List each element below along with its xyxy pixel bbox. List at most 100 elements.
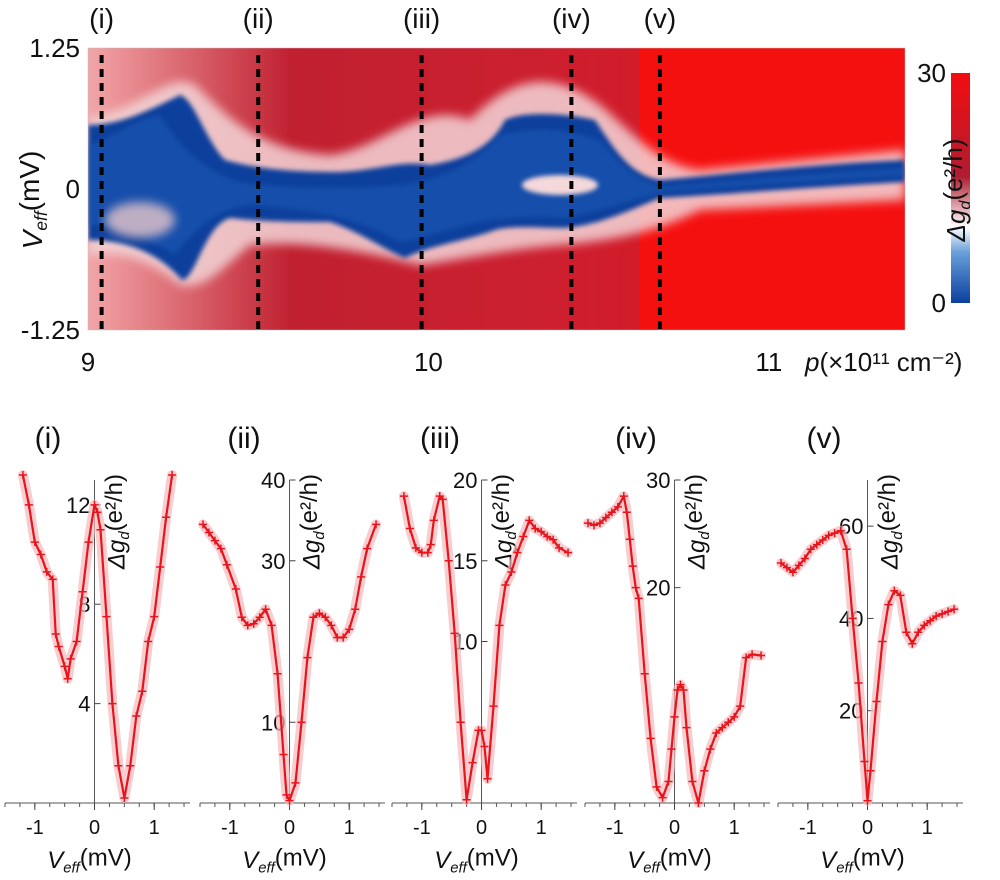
data-point — [824, 531, 833, 540]
cut-label-2: (ii) — [243, 3, 274, 34]
heatmap-y-tick: 0 — [66, 174, 80, 204]
data-point — [282, 790, 291, 799]
data-point — [724, 718, 733, 727]
data-point — [456, 718, 465, 727]
data-point — [706, 745, 715, 754]
data-point — [555, 543, 564, 552]
y-tick-label: 15 — [453, 549, 477, 574]
x-tick-label: 0 — [89, 817, 100, 839]
x-tick-label: 1 — [729, 817, 740, 839]
series-line — [202, 523, 378, 802]
data-point — [631, 583, 640, 592]
x-tick-label: -1 — [413, 817, 431, 839]
data-point — [411, 543, 420, 552]
data-point — [168, 471, 177, 479]
data-point — [144, 637, 153, 646]
data-point — [782, 563, 791, 572]
heatmap-y-label: Veff(mV) — [14, 151, 51, 250]
data-point — [132, 712, 141, 721]
x-axis-label: Veff(mV) — [820, 844, 905, 876]
data-point — [30, 538, 39, 547]
data-point — [748, 650, 757, 659]
data-point — [24, 500, 33, 509]
data-point — [830, 529, 839, 538]
heatmap-x-tick: 10 — [414, 347, 443, 377]
data-point — [646, 734, 655, 743]
data-point — [399, 492, 408, 501]
data-point — [564, 548, 573, 557]
data-point — [920, 621, 929, 630]
data-point — [78, 587, 87, 596]
x-tick-label: 1 — [922, 817, 933, 839]
data-point — [700, 766, 709, 775]
data-point — [537, 527, 546, 536]
panel-title: (iv) — [615, 422, 657, 455]
data-point — [549, 535, 558, 544]
data-point — [423, 548, 432, 557]
data-point — [884, 600, 893, 609]
x-tick-label: 0 — [476, 817, 487, 839]
data-point — [321, 613, 330, 622]
y-tick-label: 4 — [78, 692, 90, 717]
data-point — [634, 594, 643, 603]
data-point — [926, 616, 935, 625]
data-point — [198, 520, 207, 529]
data-point — [285, 796, 294, 805]
data-point — [531, 524, 540, 533]
data-point — [872, 697, 881, 706]
y-tick-label: 20 — [453, 468, 477, 493]
cut-label-5: (v) — [644, 3, 677, 34]
data-point — [806, 545, 815, 554]
data-point — [345, 625, 354, 634]
data-point — [72, 637, 81, 646]
data-point — [625, 535, 634, 544]
data-point — [54, 642, 63, 651]
data-point — [583, 519, 592, 528]
data-point — [878, 637, 887, 646]
data-point — [595, 519, 604, 528]
data-point — [866, 766, 875, 775]
panel-title: (i) — [35, 422, 62, 455]
data-point — [601, 513, 610, 522]
data-point — [794, 561, 803, 570]
data-point — [315, 609, 324, 618]
data-point — [210, 536, 219, 545]
data-point — [489, 702, 498, 711]
data-point — [890, 586, 899, 595]
data-point — [519, 532, 528, 541]
heatmap-y-tick: 1.25 — [29, 33, 80, 63]
data-point — [309, 613, 318, 622]
x-tick-label: 0 — [669, 817, 680, 839]
y-tick-label: 12 — [66, 493, 90, 518]
x-tick-label: 0 — [862, 817, 873, 839]
data-point — [848, 614, 857, 623]
x-tick-label: -1 — [799, 817, 817, 839]
y-tick-label: 30 — [646, 468, 670, 493]
data-point — [303, 653, 312, 662]
heatmap-y-tick: -1.25 — [21, 315, 80, 345]
data-point — [63, 674, 72, 683]
data-point — [543, 532, 552, 541]
cut-labels: (i) (ii) (iii) (iv) (v) — [89, 3, 676, 34]
data-point — [776, 559, 785, 568]
data-point — [477, 726, 486, 735]
heatmap-panel: (i) (ii) (iii) (iv) (v) 1.25 0 -1.25 9 10 11 Vef… — [14, 3, 974, 377]
panel-iv: (iv) -1 0 1 20 30 Δgd(e²/h) Veff(mV) — [583, 422, 770, 876]
data-point — [730, 712, 739, 721]
panel-title: (ii) — [227, 422, 260, 455]
data-point — [42, 567, 51, 576]
data-point — [513, 548, 522, 557]
cut-label-4: (iv) — [552, 3, 591, 34]
data-point — [944, 607, 953, 616]
data-point — [222, 560, 231, 569]
panel-v: (v)-101204060Δgd(e²/h)Veff(mV) — [776, 422, 963, 876]
data-point — [216, 544, 225, 553]
data-point — [483, 774, 492, 783]
data-point — [96, 525, 105, 534]
data-point — [679, 685, 688, 694]
y-axis-label: Δgd(e²/h) — [874, 474, 906, 570]
data-point — [525, 516, 534, 525]
x-axis-label: Veff(mV) — [242, 844, 327, 876]
